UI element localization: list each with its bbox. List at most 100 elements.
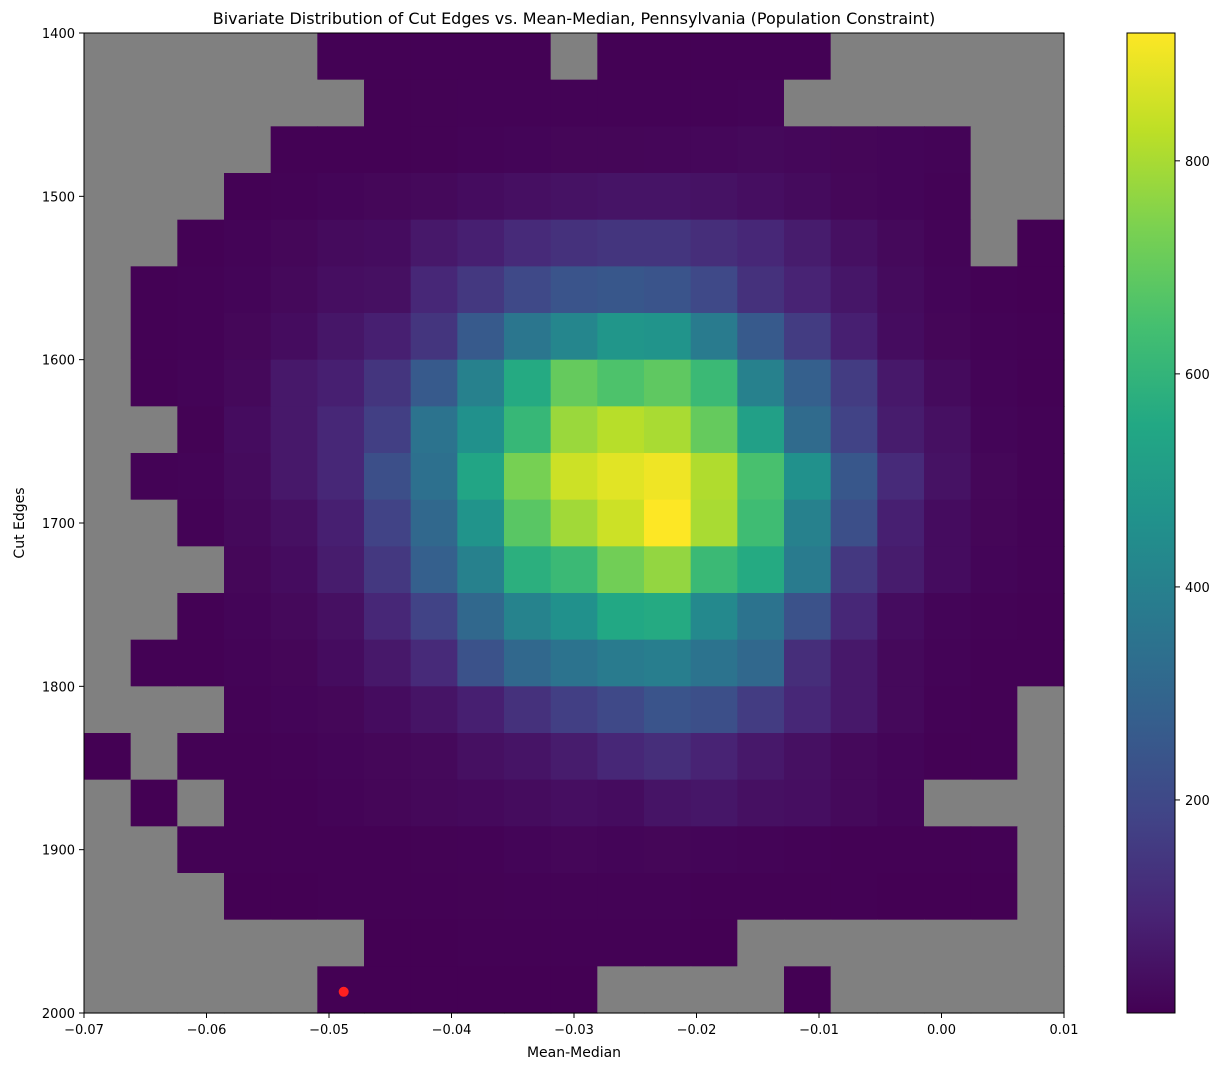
heatmap-cell [550,126,598,174]
heatmap-cell [924,546,972,594]
heatmap-cell [130,593,178,641]
heatmap-cell [737,919,785,967]
heatmap-cell [644,499,692,547]
heatmap-cell [924,406,972,454]
heatmap-cell [504,639,552,687]
heatmap-cell [410,639,458,687]
heatmap-cell [504,546,552,594]
heatmap-cell [970,126,1018,174]
heatmap-cell [737,359,785,407]
x-axis-label: Mean-Median [527,1045,621,1061]
heatmap-cell [877,499,925,547]
heatmap-cell [270,686,318,734]
heatmap-cell [177,406,225,454]
heatmap-cell [1017,733,1065,781]
heatmap-cell [504,79,552,127]
heatmap-cell [690,733,738,781]
heatmap-cell [84,173,132,221]
heatmap-cell [877,779,925,827]
heatmap-cell [644,593,692,641]
heatmap-cell [690,219,738,267]
heatmap-cell [737,79,785,127]
heatmap-cell [784,266,832,314]
heatmap-cell [457,919,505,967]
heatmap-cell [177,126,225,174]
y-tick-label: 1900 [42,844,75,859]
heatmap-cell [504,219,552,267]
heatmap-cell [690,79,738,127]
heatmap-cell [84,966,132,1014]
heatmap-cell [317,406,365,454]
heatmap-cell [830,79,878,127]
heatmap-cell [317,126,365,174]
heatmap-cell [1017,919,1065,967]
heatmap-cell [924,266,972,314]
heatmap-cell [270,779,318,827]
heatmap-cell [84,79,132,127]
heatmap-cell [877,406,925,454]
heatmap-cell [504,33,552,81]
heatmap-cell [550,359,598,407]
heatmap-cell [177,173,225,221]
heatmap-cell [84,313,132,361]
heatmap-cell [457,219,505,267]
colorbar-tick-label: 800 [1185,155,1210,170]
heatmap-cell [784,499,832,547]
heatmap-cell [410,313,458,361]
y-axis-label: Cut Edges [12,487,28,558]
heatmap-cell [924,779,972,827]
heatmap-cell [1017,266,1065,314]
heatmap-cell [690,593,738,641]
heatmap-cell [364,266,412,314]
heatmap-cell [550,453,598,501]
heatmap-cell [317,546,365,594]
heatmap-cell [504,499,552,547]
heatmap-cell [644,733,692,781]
colorbar-ticks: 200 400 600 800 [1175,155,1210,809]
heatmap-cell [784,686,832,734]
heatmap-cell [364,499,412,547]
heatmap-cell [550,873,598,921]
y-axis-ticks: 1400 1500 1600 1700 1800 1900 2000 [42,27,84,1022]
heatmap-cell [924,313,972,361]
heatmap-cell [224,313,272,361]
heatmap-cell [457,639,505,687]
heatmap-cell [364,593,412,641]
heatmap-cell [970,453,1018,501]
heatmap-cell [130,826,178,874]
heatmap-cell [457,499,505,547]
heatmap-cell [177,79,225,127]
heatmap-cell [970,873,1018,921]
heatmap-cell [550,173,598,221]
heatmap-cell [784,826,832,874]
heatmap-cell [364,639,412,687]
heatmap-cell [644,79,692,127]
heatmap-cell [1017,173,1065,221]
heatmap-cell [830,686,878,734]
heatmap-cell [130,499,178,547]
heatmap-cell [830,313,878,361]
heatmap-cell [970,639,1018,687]
heatmap-cell [830,266,878,314]
heatmap-cell [177,919,225,967]
heatmap-cell [550,313,598,361]
heatmap-cell [270,733,318,781]
heatmap-cell [224,733,272,781]
heatmap-cell [737,126,785,174]
heatmap-cell [784,546,832,594]
heatmap-cell [924,826,972,874]
heatmap-cell [830,593,878,641]
heatmap-cell [177,219,225,267]
heatmap-cell [1017,826,1065,874]
heatmap-cell [784,126,832,174]
y-tick-label: 1700 [42,517,75,532]
heatmap-cell [830,173,878,221]
heatmap-cell [784,639,832,687]
heatmap-cell [550,406,598,454]
heatmap-cell [317,219,365,267]
y-tick-label: 1400 [42,27,75,42]
heatmap-cell [690,359,738,407]
heatmap-cell [1017,546,1065,594]
x-axis-ticks: −0.07 −0.06 −0.05 −0.04 −0.03 −0.02 −0.01 0.00 0… [64,1013,1078,1038]
heatmap-cell [177,826,225,874]
